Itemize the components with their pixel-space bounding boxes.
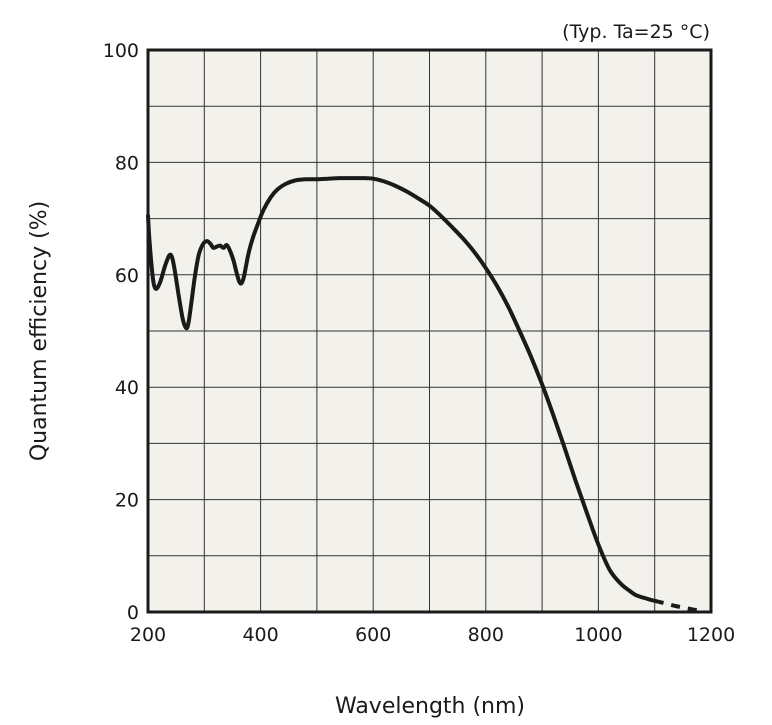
- x-tick-label: 600: [355, 624, 391, 646]
- y-tick-label: 0: [127, 602, 139, 624]
- qe-curve-extrapolated: [654, 598, 701, 613]
- plot-frame: [146, 48, 713, 614]
- x-tick-label: 1200: [687, 624, 735, 646]
- y-tick-label: 40: [115, 377, 139, 399]
- y-axis-label: Quantum efficiency (%): [27, 201, 52, 461]
- x-tick-label: 1000: [574, 624, 622, 646]
- y-tick-label: 100: [103, 40, 139, 62]
- x-tick-label: 800: [468, 624, 504, 646]
- grid: [148, 50, 711, 612]
- x-tick-label: 400: [242, 624, 278, 646]
- qe-curve: [146, 176, 657, 603]
- y-tick-label: 80: [115, 152, 139, 174]
- x-axis-label: Wavelength (nm): [335, 694, 525, 719]
- x-tick-label: 200: [130, 624, 166, 646]
- y-tick-label: 20: [115, 490, 139, 512]
- y-tick-label: 60: [115, 265, 139, 287]
- chart-annotation: (Typ. Ta=25 °C): [562, 21, 710, 43]
